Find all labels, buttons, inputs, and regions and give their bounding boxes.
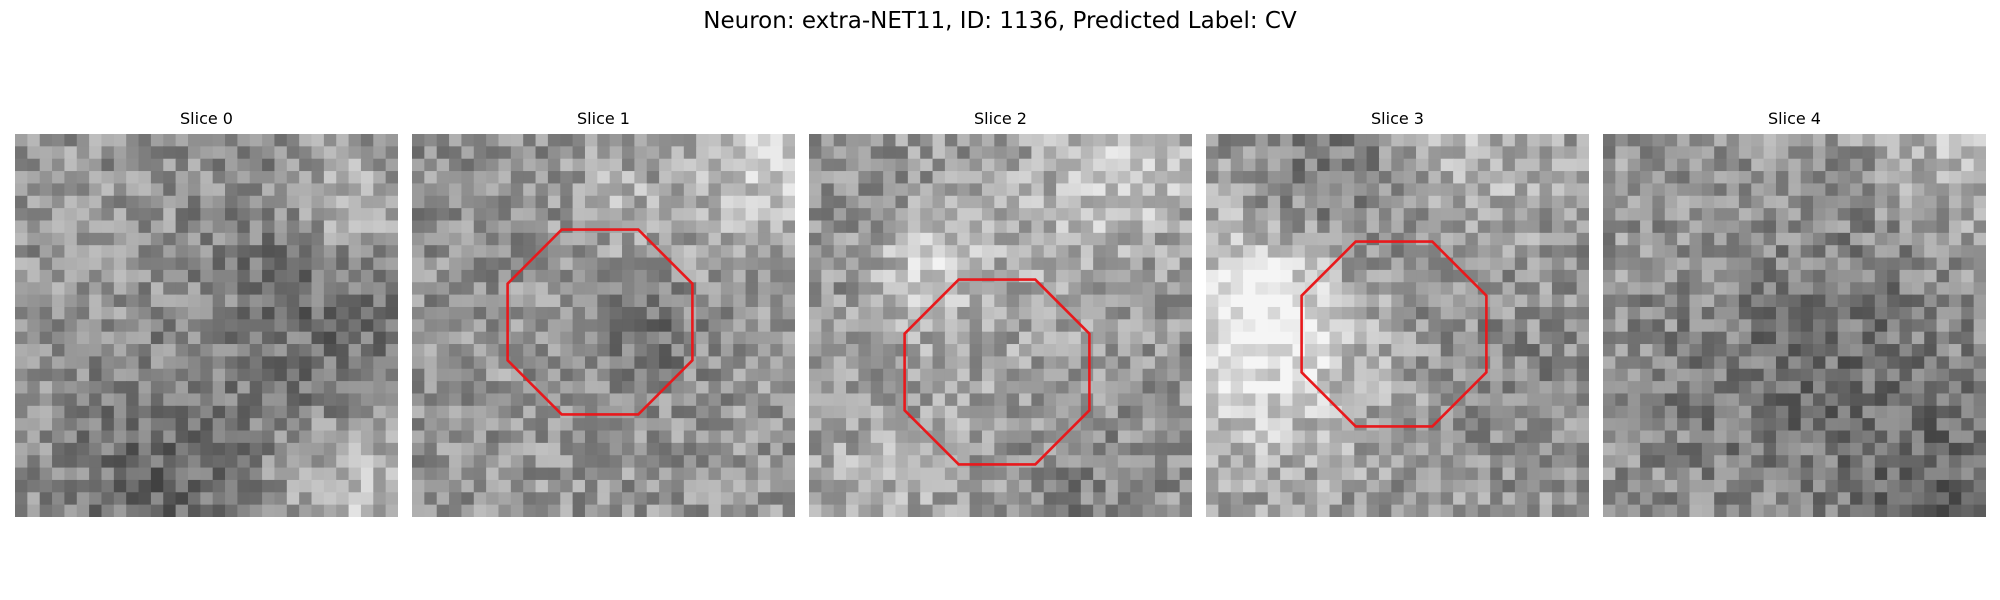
slice-image	[1603, 134, 1986, 517]
slice-title: Slice 3	[1371, 109, 1424, 128]
slice-pixels	[1603, 134, 1986, 517]
slice-title: Slice 2	[974, 109, 1027, 128]
slice-panel-3: Slice 3	[1206, 108, 1589, 517]
slice-image	[809, 134, 1192, 517]
slice-image	[1206, 134, 1589, 517]
slice-panel-4: Slice 4	[1603, 108, 1986, 517]
slice-pixels	[15, 134, 398, 517]
slice-panel-1: Slice 1	[412, 108, 795, 517]
figure-title: Neuron: extra-NET11, ID: 1136, Predicted…	[703, 8, 1297, 34]
slice-title: Slice 0	[180, 109, 233, 128]
slice-pixels	[412, 134, 795, 517]
roi-octagon	[506, 228, 694, 416]
slice-image	[412, 134, 795, 517]
slice-image	[15, 134, 398, 517]
slice-panel-0: Slice 0	[15, 108, 398, 517]
slice-title: Slice 4	[1768, 109, 1821, 128]
slice-panel-2: Slice 2	[809, 108, 1192, 517]
slice-pixels	[809, 134, 1192, 517]
slice-title: Slice 1	[577, 109, 630, 128]
roi-octagon	[1300, 240, 1488, 428]
roi-octagon	[903, 278, 1091, 466]
slice-pixels	[1206, 134, 1589, 517]
